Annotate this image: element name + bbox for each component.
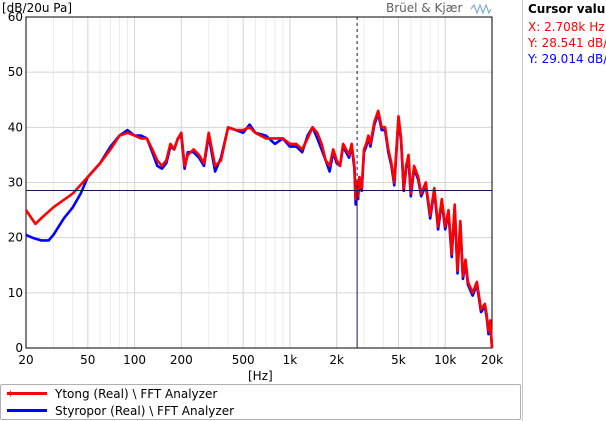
y-tick-label: 10 xyxy=(8,286,23,300)
series-line-ytong xyxy=(24,109,494,349)
legend-label-ytong: Ytong (Real) \ FFT Analyzer xyxy=(55,386,218,401)
legend: Ytong (Real) \ FFT Analyzer Styropor (Re… xyxy=(0,384,521,420)
legend-swatch-styropor xyxy=(5,402,49,419)
y-tick-label: 0 xyxy=(15,341,23,355)
cursor-values-title: Cursor value xyxy=(528,2,606,16)
brand-wave-icon xyxy=(470,3,492,15)
x-axis-unit-label: [Hz] xyxy=(248,369,273,383)
x-tick-label: 200 xyxy=(170,353,193,367)
x-tick-label: 2k xyxy=(329,353,344,367)
brand-logo-text: Brüel & Kjær xyxy=(386,1,463,15)
x-tick-label: 1k xyxy=(283,353,298,367)
x-tick-label: 10k xyxy=(434,353,456,367)
x-tick-label: 500 xyxy=(232,353,255,367)
star-marker-icon xyxy=(7,390,14,397)
cursor-y-ytong-readout: Y: 28.541 dB/ xyxy=(528,36,606,50)
y-tick-label: 50 xyxy=(8,65,23,79)
cursor-y-styropor-readout: Y: 29.014 dB/ xyxy=(528,52,606,66)
y-tick-label: 20 xyxy=(8,231,23,245)
series-line-styropor xyxy=(25,112,494,349)
x-tick-label: 20k xyxy=(481,353,503,367)
y-tick-label: 60 xyxy=(8,10,23,24)
x-tick-label: 20 xyxy=(18,353,33,367)
legend-swatch-ytong xyxy=(5,385,49,402)
y-axis-unit-label: [dB/20u Pa] xyxy=(2,1,72,15)
x-tick-label: 100 xyxy=(123,353,146,367)
y-tick-label: 30 xyxy=(8,176,23,190)
x-tick-label: 5k xyxy=(391,353,406,367)
legend-label-styropor: Styropor (Real) \ FFT Analyzer xyxy=(55,403,235,418)
x-tick-label: 50 xyxy=(80,353,95,367)
y-tick-label: 40 xyxy=(8,120,23,134)
cursor-x-readout: X: 2.708k Hz xyxy=(528,20,605,34)
legend-item-styropor[interactable]: Styropor (Real) \ FFT Analyzer xyxy=(5,402,234,419)
legend-item-ytong[interactable]: Ytong (Real) \ FFT Analyzer xyxy=(5,385,217,402)
plot-frame xyxy=(25,16,493,349)
panel-separator xyxy=(522,0,523,421)
